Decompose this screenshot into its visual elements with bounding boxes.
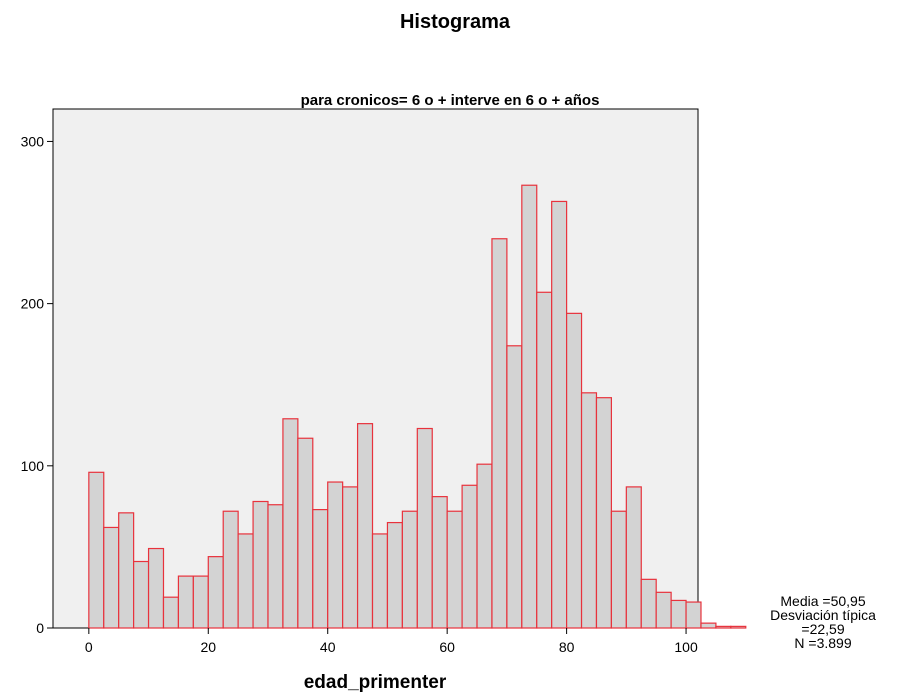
stat-n: N =3.899: [794, 635, 851, 651]
y-axis: 0 100 200 300: [21, 133, 53, 636]
chart-title: Histograma: [400, 11, 511, 33]
x-tick-label: 80: [559, 639, 575, 655]
histogram-bar: [147, 547, 165, 629]
histogram-bar: [715, 625, 732, 629]
histogram-bar: [282, 418, 299, 629]
stat-desviacion-label: Desviación típica: [770, 607, 876, 623]
histogram-bar: [670, 599, 687, 629]
histogram-bar: [476, 463, 493, 629]
histogram-bar: [371, 533, 389, 629]
histogram-bar: [461, 484, 478, 629]
histogram-bar: [640, 578, 657, 629]
histogram-bar: [118, 512, 135, 629]
stats-box: Media =50,95 Desviación típica =22,59 N …: [770, 593, 876, 651]
histogram-bar: [521, 184, 538, 629]
histogram-bar: [685, 601, 702, 629]
histogram-bar: [446, 510, 463, 629]
histogram-bar: [192, 575, 209, 629]
bars-group: [88, 184, 747, 629]
histogram-bar: [133, 560, 150, 629]
histogram-bar: [327, 481, 344, 629]
histogram-bar: [700, 622, 717, 629]
stat-media: Media =50,95: [780, 593, 865, 609]
histogram-bar: [401, 510, 418, 629]
histogram-bar: [551, 200, 568, 629]
x-tick-label: 40: [320, 639, 336, 655]
histogram-bar: [610, 510, 627, 629]
histogram-bar: [491, 238, 508, 629]
x-tick-label: 20: [200, 639, 216, 655]
histogram-bar: [566, 312, 583, 629]
histogram-bar: [162, 596, 180, 629]
histogram-bar: [177, 575, 194, 629]
histogram-bar: [431, 496, 448, 629]
histogram-bar: [356, 423, 374, 629]
x-tick-label: 100: [674, 639, 698, 655]
histogram-bar: [536, 291, 553, 629]
chart-subtitle: para cronicos= 6 o + interve en 6 o + añ…: [301, 92, 600, 109]
histogram-bar: [207, 556, 224, 629]
histogram-bar: [252, 500, 269, 629]
y-tick-label: 200: [21, 296, 45, 312]
histogram-bar: [267, 504, 284, 629]
stat-desviacion-value: =22,59: [801, 621, 844, 637]
histogram-bar: [595, 397, 613, 629]
histogram-bar: [342, 486, 359, 629]
histogram-bar: [506, 345, 523, 629]
x-axis-label: edad_primenter: [304, 672, 447, 693]
histogram-bar: [222, 510, 239, 629]
histogram-bar: [312, 509, 329, 629]
histogram-bar: [730, 625, 747, 629]
histogram-bar: [103, 526, 120, 629]
histogram-bar: [237, 533, 254, 629]
x-axis: 0 20 40 60 80 100: [85, 628, 698, 655]
histogram-bar: [655, 591, 672, 629]
histogram-bar: [580, 392, 598, 629]
histogram-bar: [416, 427, 433, 629]
histogram-bar: [386, 521, 403, 629]
histogram-bar: [625, 486, 642, 629]
x-tick-label: 0: [85, 639, 93, 655]
histogram-bar: [88, 471, 105, 629]
y-tick-label: 0: [36, 620, 44, 636]
histogram-bar: [297, 437, 314, 629]
y-tick-label: 100: [21, 458, 45, 474]
y-tick-label: 300: [21, 133, 45, 149]
x-tick-label: 60: [439, 639, 455, 655]
